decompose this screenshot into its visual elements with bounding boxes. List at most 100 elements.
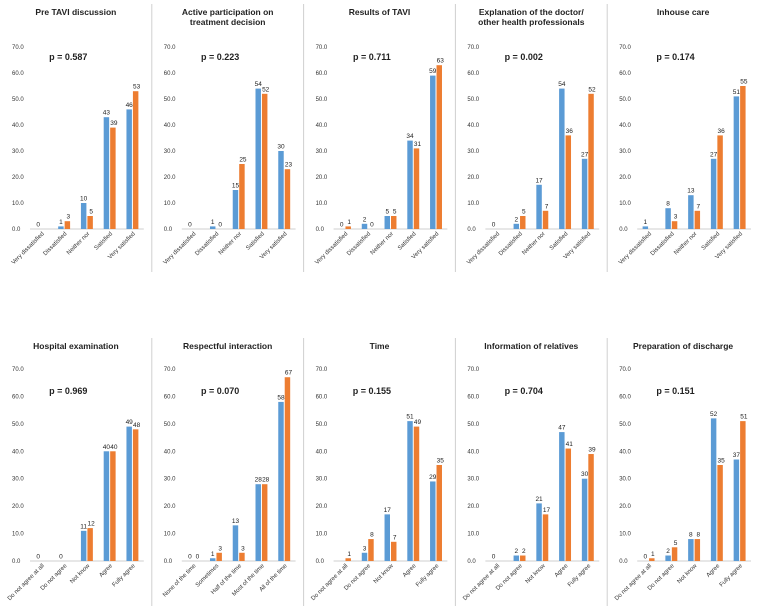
data-label: 27 [710, 151, 718, 158]
chart-panel: Preparation of discharge p = 0.151 0.0 10.0… [614, 341, 751, 602]
x-tick-label: Dissatisfied [194, 231, 220, 257]
chart-panel: Hospital examination p = 0.969 0.0 10.0 20.0… [7, 341, 144, 602]
data-label: 0 [188, 222, 192, 229]
y-tick-label: 70.0 [316, 367, 328, 373]
bar-series-a [232, 190, 239, 229]
x-tick-label: Do not agree at all [7, 563, 46, 602]
bar-series-a [232, 525, 239, 561]
data-label: 13 [232, 518, 240, 525]
chart-title: Explanation of the doctor/ [479, 7, 584, 17]
data-label: 52 [710, 411, 718, 418]
y-tick-label: 40.0 [316, 449, 328, 455]
y-tick-label: 10.0 [316, 532, 328, 538]
chart-title: Preparation of discharge [633, 341, 733, 351]
bar-series-a [581, 478, 588, 561]
y-tick-label: 10.0 [619, 532, 631, 538]
bar-series-a [255, 88, 261, 229]
y-tick-label: 60.0 [12, 394, 24, 400]
y-tick-label: 0.0 [164, 227, 173, 233]
chart-title: Pre TAVI discussion [35, 7, 116, 17]
chart-title: other health professionals [478, 17, 585, 27]
y-tick-label: 60.0 [316, 71, 328, 77]
chart-title: treatment decision [190, 17, 266, 27]
chart-title: Respectful interaction [183, 341, 272, 351]
bar-series-b [132, 91, 139, 229]
bar-series-b [284, 169, 291, 229]
y-tick-label: 40.0 [164, 449, 176, 455]
bar-series-b [671, 221, 678, 229]
data-label: 11 [80, 523, 87, 530]
data-label: 51 [733, 89, 741, 96]
bar-series-a [581, 158, 588, 229]
bar-series-a [733, 96, 740, 230]
data-label: 3 [218, 545, 222, 552]
y-tick-label: 20.0 [12, 175, 24, 181]
data-label: 43 [103, 110, 111, 117]
x-tick-label: Agree [706, 563, 722, 579]
y-tick-label: 30.0 [467, 477, 479, 483]
bar-series-b [64, 221, 71, 229]
bar-series-b [436, 465, 442, 561]
data-label: 15 [232, 183, 240, 190]
y-tick-label: 50.0 [12, 422, 24, 428]
bar-series-a [126, 109, 132, 229]
x-tick-label: Not know [677, 563, 699, 585]
y-tick-label: 70.0 [467, 367, 479, 373]
data-label: 5 [393, 209, 397, 216]
y-tick-label: 0.0 [467, 559, 476, 565]
data-label: 1 [59, 219, 63, 226]
chart-panel: Inhouse care p = 0.174 0.0 10.0 20.0 30.0 40.0… [618, 7, 751, 266]
data-label: 30 [581, 471, 589, 478]
y-tick-label: 10.0 [467, 532, 479, 538]
bar-series-a [665, 208, 671, 229]
data-label: 8 [689, 532, 693, 539]
p-value: p = 0.155 [353, 386, 391, 396]
bar-series-a [513, 223, 520, 229]
data-label: 7 [697, 203, 701, 210]
y-tick-label: 30.0 [164, 149, 176, 155]
y-tick-label: 60.0 [164, 394, 176, 400]
y-tick-label: 20.0 [467, 504, 479, 510]
bar-series-a [80, 530, 87, 561]
bar-series-a [559, 88, 565, 229]
y-tick-label: 20.0 [467, 175, 479, 181]
x-tick-label: Dissatisfied [650, 231, 676, 257]
y-tick-label: 60.0 [316, 394, 328, 400]
y-tick-label: 60.0 [467, 394, 479, 400]
x-tick-label: Very dissatisfied [466, 231, 501, 266]
bar-series-a [255, 484, 261, 561]
p-value: p = 0.704 [505, 386, 543, 396]
data-label: 17 [535, 177, 543, 184]
data-label: 27 [581, 151, 589, 158]
data-label: 0 [644, 554, 648, 561]
data-label: 39 [110, 120, 118, 127]
data-label: 3 [241, 545, 245, 552]
p-value: p = 0.070 [201, 386, 239, 396]
data-label: 49 [126, 419, 134, 426]
y-tick-label: 30.0 [619, 149, 631, 155]
bar-series-a [384, 514, 390, 561]
data-label: 1 [211, 551, 215, 558]
bar-series-a [407, 140, 413, 229]
data-label: 17 [384, 507, 392, 514]
y-tick-label: 50.0 [164, 422, 176, 428]
bar-series-a [688, 195, 694, 229]
bar-series-b [110, 127, 116, 229]
bar-series-b [740, 86, 746, 229]
data-label: 40 [110, 444, 118, 451]
x-tick-label: Not know [373, 563, 395, 585]
x-tick-label: Satisfied [701, 231, 722, 252]
bar-series-a [536, 184, 542, 229]
data-label: 2 [514, 548, 518, 555]
y-tick-label: 40.0 [619, 449, 631, 455]
bar-series-a [103, 117, 110, 229]
y-tick-label: 10.0 [619, 201, 631, 207]
x-tick-label: Do not agree at all [462, 563, 501, 602]
data-label: 31 [414, 141, 422, 148]
y-tick-label: 10.0 [164, 532, 176, 538]
x-tick-label: Not know [525, 563, 547, 585]
data-label: 46 [126, 102, 134, 109]
y-tick-label: 40.0 [619, 123, 631, 129]
data-label: 0 [36, 222, 40, 229]
